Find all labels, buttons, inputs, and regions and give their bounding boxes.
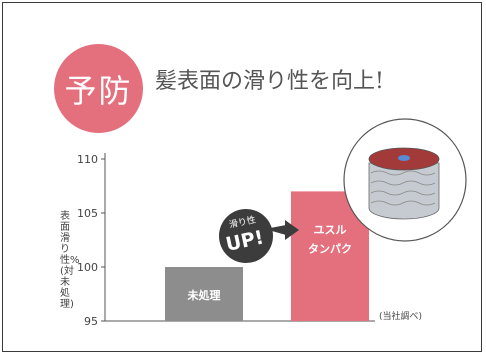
fiber-wave-2 xyxy=(370,180,436,186)
source-note: (当社調べ) xyxy=(379,312,423,322)
figure-frame: 予防 髪表面の滑り性を向上! 95 100 105 110 未処理 ユスルタンパク 滑り… xyxy=(2,2,482,352)
callout-arrow-icon xyxy=(285,220,299,240)
bar-label: 未処理 xyxy=(187,288,221,302)
hair-fiber-illustration xyxy=(343,118,467,242)
page-heading: 髪表面の滑り性を向上! xyxy=(155,69,384,94)
fiber-core xyxy=(398,155,410,161)
fiber-wave-4 xyxy=(370,200,436,206)
fiber-wave-3 xyxy=(370,190,436,196)
fiber-wave-1 xyxy=(370,170,436,176)
bar-label: ユスル xyxy=(314,223,347,236)
bar-1 xyxy=(165,267,243,321)
y-axis-label: 表面滑り性%(対未処理) xyxy=(60,211,80,310)
y-tick-label: 100 xyxy=(77,261,98,274)
callout-arrow-tail xyxy=(265,225,286,235)
bar-label: タンパク xyxy=(308,242,352,255)
smoothness-up-callout: 滑り性 UP! xyxy=(219,209,299,263)
badge-text: 予防 xyxy=(64,71,133,110)
y-tick-label: 95 xyxy=(84,315,98,328)
prevention-badge: 予防 xyxy=(54,44,143,133)
y-tick-label: 105 xyxy=(77,207,98,220)
fiber-body xyxy=(368,162,440,220)
y-tick-label: 110 xyxy=(77,153,98,166)
callout-bubble xyxy=(219,209,273,263)
